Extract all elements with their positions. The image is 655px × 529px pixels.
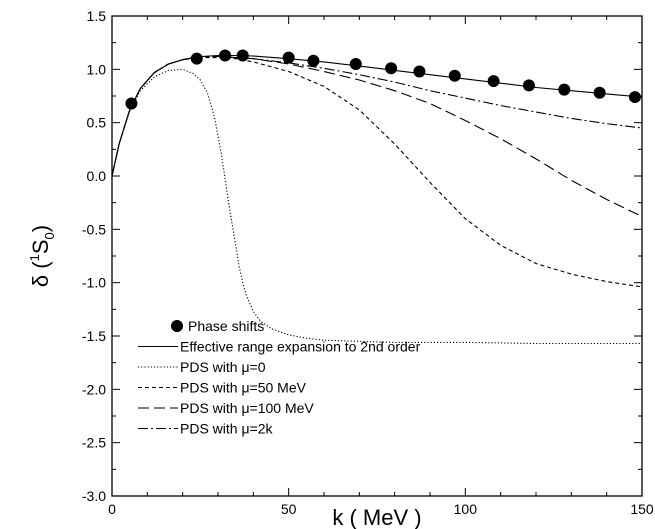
series-line-4 [112, 55, 642, 217]
y-axis-title-close: ) [28, 225, 53, 232]
phase-shift-point [190, 52, 203, 65]
y-tick-label: -3.0 [82, 488, 106, 504]
legend-label-1: Effective range expansion to 2nd order [180, 339, 421, 355]
phase-shift-point [125, 97, 138, 110]
x-axis-title: k ( MeV ) [332, 505, 421, 529]
y-tick-label: 0.5 [87, 115, 107, 131]
y-axis-title-sub: 0 [42, 232, 57, 239]
series-line-1 [112, 54, 642, 177]
phase-shift-point [558, 83, 571, 96]
phase-shift-point [448, 69, 461, 82]
phase-shift-point [522, 79, 535, 92]
y-tick-label: -2.5 [82, 435, 106, 451]
y-axis-title: δ (1S0) [27, 225, 57, 287]
series-line-3 [112, 57, 642, 288]
legend-label-3: PDS with μ=50 MeV [180, 380, 307, 396]
phase-shift-point [307, 54, 320, 67]
y-tick-label: -0.5 [82, 221, 106, 237]
phase-shift-point [593, 86, 606, 99]
series-line-2 [112, 68, 642, 345]
series-curves [112, 54, 642, 345]
legend-label-5: PDS with μ=2k [180, 421, 273, 437]
x-tick-label: 50 [281, 501, 297, 517]
y-tick-label: -2.0 [82, 381, 106, 397]
y-tick-label: -1.5 [82, 328, 106, 344]
axis-tick-labels: 0 50 100 150 -3.0 -2.5 -2.0 -1.5 -1.0 -0.5 0.0 0.5 1… [82, 8, 654, 517]
x-tick-label: 100 [454, 501, 478, 517]
phase-shift-point [349, 58, 362, 70]
y-tick-label: -1.0 [82, 275, 106, 291]
legend-marker-0 [171, 320, 183, 332]
x-tick-label: 150 [630, 501, 654, 517]
phase-shift-point [385, 62, 398, 75]
legend-label-2: PDS with μ=0 [180, 359, 266, 375]
legend: Phase shifts Effective range expansion to… [138, 318, 421, 437]
phase-shift-point [219, 49, 232, 62]
legend-label-0: Phase shifts [188, 318, 264, 334]
axis-ticks [111, 15, 643, 497]
y-axis-title-main: δ ( [28, 261, 53, 287]
phase-shift-point [628, 91, 641, 104]
phase-shift-point [236, 49, 249, 62]
series-line-5 [112, 55, 642, 177]
y-tick-label: 1.5 [87, 8, 107, 24]
phase-shift-point [282, 51, 295, 64]
y-tick-label: 1.0 [87, 61, 107, 77]
y-tick-label: 0.0 [87, 168, 107, 184]
y-axis-title-symbol: S [28, 239, 53, 254]
x-tick-label: 0 [108, 501, 116, 517]
phase-shift-point [413, 65, 426, 78]
series-markers [125, 49, 641, 110]
y-axis-title-sup: 1 [27, 254, 42, 261]
phase-shift-point [487, 75, 500, 88]
legend-label-4: PDS with μ=100 MeV [180, 400, 314, 416]
